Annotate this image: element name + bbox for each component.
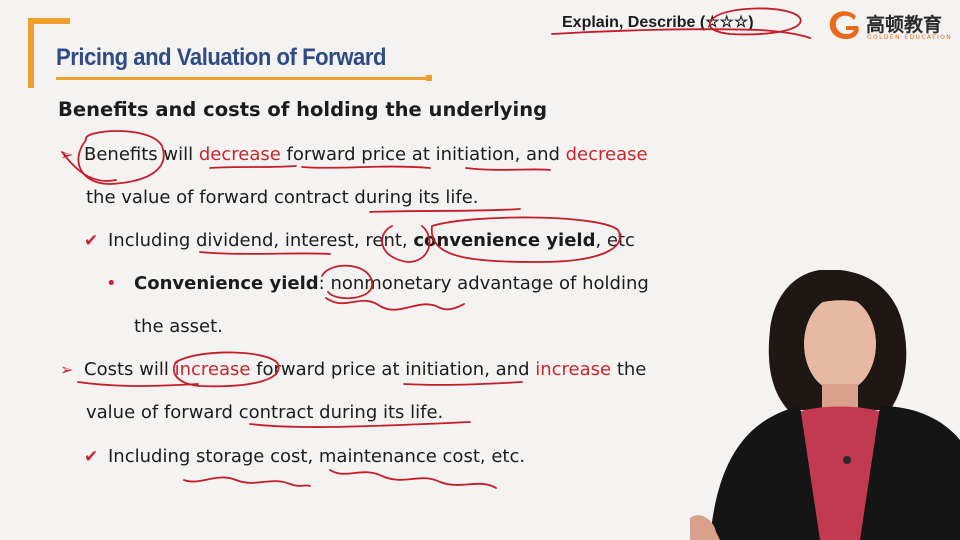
benefits-examples-end: , etc <box>595 230 635 251</box>
slide-title: Pricing and Valuation of Forward <box>56 44 387 71</box>
tag-stars: ☆☆☆ <box>705 14 749 31</box>
corner-bracket-decoration <box>28 18 70 88</box>
initiation-underline-stroke-2 <box>403 381 523 386</box>
convenience-yield-term: convenience yield <box>413 230 596 251</box>
decrease-underline-stroke <box>209 165 297 169</box>
convenience-yield-definition: • Convenience yield: nonmonetary advantag… <box>106 273 649 294</box>
dividend-underline-stroke <box>199 251 331 255</box>
learning-objective-tag: Explain, Describe (☆☆☆) <box>562 12 754 32</box>
during-life-underline-stroke <box>369 208 521 213</box>
golden-education-logo: 高顿教育 GOLDEN EDUCATION <box>826 6 954 46</box>
costs-text: Costs will <box>84 359 175 380</box>
title-underline <box>56 77 428 80</box>
costs-examples: ✔ Including storage cost, maintenance cos… <box>84 446 525 467</box>
benefits-point-line1: ➢ Benefits will decrease forward price at… <box>60 144 648 165</box>
benefits-point-line2: the value of forward contract during its… <box>86 187 479 208</box>
logo-english-text: GOLDEN EDUCATION <box>867 34 953 41</box>
dot-bullet-icon: • <box>106 273 117 294</box>
presenter-video <box>690 270 960 540</box>
arrow-bullet-icon: ➢ <box>60 360 74 379</box>
convenience-yield-label: Convenience yield <box>134 273 319 294</box>
maintenance-squiggle-stroke <box>329 469 497 489</box>
forward-price-underline-stroke <box>301 165 431 169</box>
section-heading: Benefits and costs of holding the underl… <box>58 98 548 121</box>
logo-mark-icon <box>829 11 859 40</box>
nonmonetary-squiggle-stroke <box>325 297 465 311</box>
convenience-yield-definition-cont: the asset. <box>134 316 223 337</box>
arrow-bullet-icon: ➢ <box>60 145 74 164</box>
check-bullet-icon: ✔ <box>84 447 99 467</box>
increase-word-2: increase <box>535 359 612 380</box>
tag-close: ) <box>748 14 754 31</box>
logo-chinese-text: 高顿教育 <box>866 14 943 36</box>
benefits-examples: ✔ Including dividend, interest, rent, con… <box>84 230 635 251</box>
convenience-yield-text: : nonmonetary advantage of holding <box>318 273 649 294</box>
costs-point-line2: value of forward contract during its lif… <box>86 402 444 423</box>
costs-text-end: the <box>611 359 647 380</box>
costs-point-line1: ➢ Costs will increase forward price at in… <box>60 359 646 380</box>
benefits-examples-text: Including dividend, interest, rent, <box>108 230 414 251</box>
decrease-word: decrease <box>198 144 281 165</box>
costs-underline-stroke <box>77 381 199 387</box>
check-bullet-icon: ✔ <box>84 231 99 251</box>
initiation-underline-stroke <box>465 167 551 171</box>
benefits-text: Benefits will <box>84 144 199 165</box>
benefits-text-cont: forward price at initiation, and <box>280 144 566 165</box>
title-underline-dot <box>426 75 432 81</box>
storage-squiggle-stroke <box>183 476 311 487</box>
costs-examples-text: Including storage cost, maintenance cost… <box>108 446 526 467</box>
increase-word: increase <box>174 359 251 380</box>
costs-text-cont: forward price at initiation, and <box>250 359 536 380</box>
tag-text: Explain, Describe ( <box>562 14 706 31</box>
decrease-word-2: decrease <box>565 144 648 165</box>
